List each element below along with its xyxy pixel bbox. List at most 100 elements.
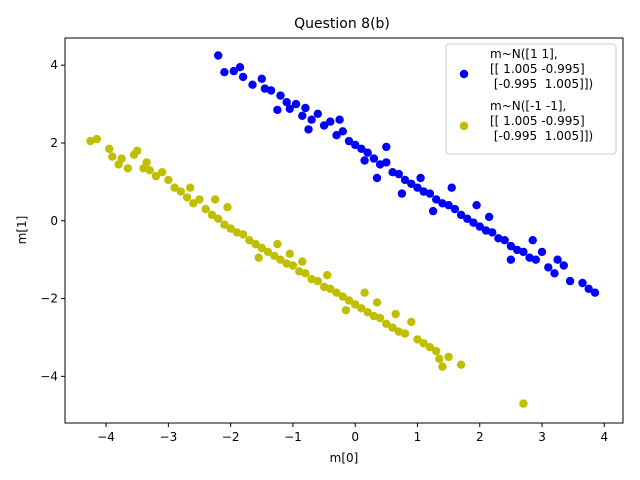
- data-point: [344, 136, 354, 146]
- data-point: [220, 68, 229, 77]
- data-point: [357, 304, 366, 313]
- data-point: [313, 276, 322, 286]
- data-point: [544, 263, 553, 272]
- y-tick-label: 4: [50, 58, 58, 72]
- data-point: [319, 121, 329, 130]
- data-point: [512, 245, 522, 255]
- data-point: [207, 210, 217, 220]
- data-point: [369, 154, 379, 163]
- data-point: [307, 115, 316, 124]
- data-point: [506, 255, 516, 264]
- chart-title: Question 8(b): [294, 16, 390, 32]
- data-point: [444, 352, 453, 362]
- data-point: [186, 183, 195, 192]
- data-point: [360, 288, 369, 297]
- data-point: [372, 298, 382, 307]
- data-point: [394, 169, 403, 179]
- data-point: [270, 251, 279, 260]
- data-point: [195, 195, 204, 204]
- data-point: [432, 195, 441, 204]
- data-point: [291, 99, 301, 109]
- series-1-points: [214, 51, 600, 297]
- data-point: [335, 115, 344, 124]
- legend-marker: [459, 69, 469, 79]
- data-point: [273, 239, 282, 249]
- data-point: [164, 175, 173, 185]
- data-point: [475, 222, 484, 231]
- data-point: [145, 166, 154, 175]
- data-point: [298, 257, 307, 266]
- data-point: [282, 98, 291, 107]
- data-point: [341, 306, 351, 315]
- data-point: [500, 236, 509, 245]
- data-point: [189, 199, 198, 208]
- data-point: [469, 218, 478, 227]
- data-point: [444, 201, 453, 210]
- data-point: [235, 62, 245, 72]
- data-point: [326, 284, 335, 293]
- data-point: [276, 91, 285, 100]
- data-point: [285, 104, 294, 114]
- data-point: [257, 74, 266, 84]
- data-point: [419, 339, 428, 348]
- y-tick-label: −2: [40, 292, 58, 306]
- y-axis-label: m[1]: [15, 216, 29, 245]
- data-point: [550, 269, 559, 278]
- y-tick-label: 2: [50, 136, 58, 150]
- legend-marker: [459, 121, 469, 131]
- data-point: [229, 66, 238, 76]
- data-point: [298, 111, 307, 121]
- data-point: [133, 146, 142, 155]
- data-point: [210, 195, 220, 204]
- data-point: [584, 284, 593, 293]
- data-point: [238, 230, 248, 239]
- x-tick-label: 0: [351, 430, 359, 444]
- data-point: [238, 72, 248, 82]
- data-point: [226, 224, 235, 233]
- data-point: [428, 206, 438, 216]
- data-point: [117, 154, 126, 163]
- data-point: [214, 214, 223, 223]
- data-point: [553, 255, 562, 264]
- y-tick-label: 0: [50, 214, 58, 228]
- data-point: [285, 249, 294, 258]
- x-tick-label: −4: [97, 430, 115, 444]
- data-point: [273, 105, 282, 115]
- x-tick-label: 4: [600, 430, 608, 444]
- data-point: [220, 220, 229, 229]
- data-point: [578, 278, 587, 288]
- x-axis: −4 −3 −2 −1 0 1 2 3 4: [97, 423, 608, 444]
- data-point: [123, 164, 133, 173]
- data-point: [182, 193, 192, 202]
- series-2-points: [86, 134, 528, 408]
- data-point: [313, 109, 322, 119]
- data-point: [372, 173, 382, 183]
- x-tick-label: −3: [160, 430, 178, 444]
- data-point: [456, 210, 466, 220]
- data-point: [463, 214, 472, 223]
- data-point: [531, 255, 540, 264]
- data-point: [248, 80, 257, 89]
- data-point: [413, 335, 422, 344]
- data-point: [447, 183, 456, 192]
- data-point: [263, 247, 273, 257]
- data-point: [332, 131, 341, 140]
- data-point: [301, 269, 310, 278]
- data-point: [170, 183, 179, 192]
- data-point: [416, 173, 425, 183]
- legend-label: m~N([-1 -1],[[ 1.005 -0.995] [-0.995 1.0…: [490, 99, 593, 143]
- plot-frame: [64, 37, 624, 424]
- x-tick-label: 2: [476, 430, 484, 444]
- data-point: [257, 243, 266, 253]
- data-point: [425, 343, 435, 352]
- data-point: [413, 183, 422, 192]
- data-point: [400, 329, 410, 338]
- data-point: [92, 134, 102, 144]
- data-point: [407, 317, 416, 327]
- points-layer: [86, 51, 600, 408]
- data-point: [559, 261, 568, 270]
- data-point: [363, 308, 372, 317]
- data-point: [245, 236, 254, 245]
- data-point: [332, 288, 341, 297]
- data-point: [382, 319, 391, 328]
